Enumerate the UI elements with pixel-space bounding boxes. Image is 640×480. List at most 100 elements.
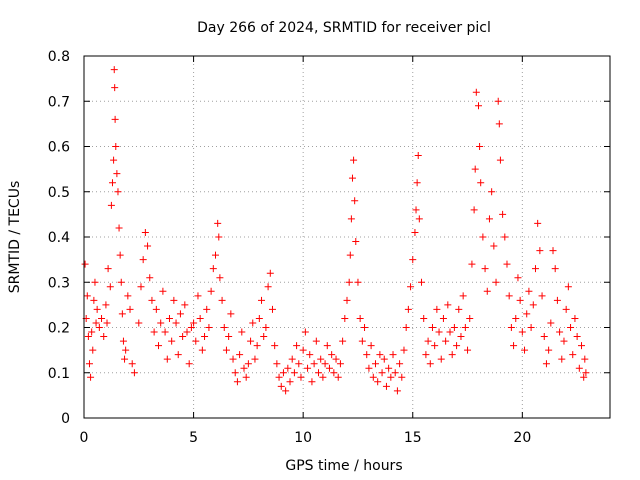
data-point	[549, 247, 557, 255]
data-point	[207, 287, 215, 295]
data-point	[459, 292, 467, 300]
data-point	[98, 314, 106, 322]
data-point	[148, 296, 156, 304]
data-point	[271, 342, 279, 350]
data-point	[284, 364, 292, 372]
data-point	[253, 342, 261, 350]
data-point	[108, 179, 116, 187]
x-axis-title: GPS time / hours	[285, 458, 402, 474]
data-point	[431, 342, 439, 350]
data-point	[304, 364, 312, 372]
data-point	[273, 360, 281, 368]
data-point	[413, 179, 421, 187]
data-point	[439, 314, 447, 322]
data-point	[212, 251, 219, 259]
data-point	[442, 337, 450, 345]
data-point	[81, 260, 89, 268]
data-point	[348, 174, 356, 182]
data-point	[363, 351, 371, 359]
data-point	[518, 328, 526, 336]
data-point	[110, 156, 118, 164]
data-point	[111, 84, 119, 92]
data-point	[299, 346, 307, 354]
x-axis-tick-labels: 0 5 10 15 20	[80, 430, 532, 446]
y-tick-label: 0.1	[48, 366, 70, 382]
data-point	[479, 233, 487, 241]
data-point	[562, 305, 570, 313]
data-point	[521, 346, 529, 354]
data-point	[420, 314, 428, 322]
data-point	[157, 319, 165, 327]
data-point	[183, 328, 191, 336]
y-axis-ticks	[84, 55, 610, 419]
data-point	[325, 364, 333, 372]
data-point	[126, 305, 134, 313]
data-point	[374, 378, 382, 386]
data-point	[174, 351, 182, 359]
data-point	[512, 314, 520, 322]
data-point	[367, 342, 375, 350]
data-point	[319, 373, 327, 381]
data-point	[159, 287, 167, 295]
data-point	[542, 360, 550, 368]
data-point	[306, 351, 314, 359]
data-point	[330, 369, 338, 377]
data-point	[523, 310, 531, 318]
data-point	[581, 355, 589, 363]
data-point	[556, 328, 564, 336]
data-point	[297, 373, 305, 381]
data-point	[111, 115, 119, 123]
data-point	[505, 292, 513, 300]
data-point	[90, 296, 98, 304]
data-point	[409, 256, 417, 264]
x-tick-label: 20	[513, 430, 531, 446]
data-point	[103, 319, 111, 327]
data-point	[268, 305, 276, 313]
data-point	[560, 337, 568, 345]
data-point	[168, 337, 176, 345]
data-point	[453, 342, 461, 350]
data-point	[321, 360, 329, 368]
data-point	[85, 360, 93, 368]
data-point	[165, 314, 173, 322]
data-point	[545, 346, 553, 354]
data-point	[365, 364, 373, 372]
data-point	[466, 314, 474, 322]
data-point	[547, 319, 555, 327]
data-point	[181, 301, 189, 309]
data-point	[433, 305, 441, 313]
data-point	[121, 355, 129, 363]
data-point	[116, 251, 124, 259]
data-point	[286, 378, 294, 386]
data-point	[444, 301, 452, 309]
data-point	[470, 206, 478, 214]
data-point	[102, 301, 110, 309]
data-point	[260, 333, 268, 341]
data-point	[328, 351, 336, 359]
data-point	[411, 228, 419, 236]
data-point	[282, 387, 290, 395]
data-point	[139, 256, 147, 264]
data-point	[258, 296, 266, 304]
data-point	[483, 287, 491, 295]
data-point	[218, 296, 226, 304]
data-point	[240, 364, 248, 372]
data-point	[295, 360, 303, 368]
data-point	[141, 228, 149, 236]
data-point	[540, 333, 548, 341]
data-point	[485, 215, 493, 223]
data-point	[288, 355, 296, 363]
y-tick-label: 0.4	[48, 230, 70, 246]
data-point	[233, 378, 241, 386]
data-point	[564, 283, 572, 291]
data-point	[376, 351, 384, 359]
data-point	[93, 305, 101, 313]
data-point	[315, 369, 323, 377]
data-point	[407, 283, 415, 291]
data-point	[117, 278, 125, 286]
data-point	[227, 310, 235, 318]
data-point	[529, 301, 537, 309]
data-point	[369, 373, 377, 381]
data-point	[334, 373, 342, 381]
